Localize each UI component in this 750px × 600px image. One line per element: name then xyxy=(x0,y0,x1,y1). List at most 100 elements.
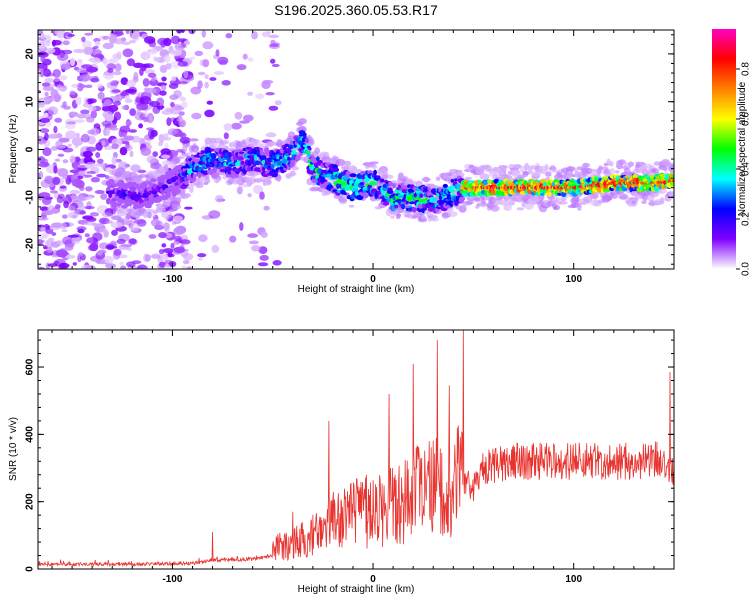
heatmap-cell xyxy=(75,132,80,138)
heatmap-cell xyxy=(38,135,45,144)
heatmap-cell xyxy=(50,190,58,194)
heatmap-cell xyxy=(38,233,49,240)
heatmap-cell xyxy=(84,196,93,200)
heatmap-cell xyxy=(287,131,296,139)
heatmap-cell xyxy=(102,42,114,50)
heatmap-cell xyxy=(363,193,369,199)
heatmap-cell xyxy=(81,36,86,43)
heatmap-cell xyxy=(269,43,279,48)
heatmap-cell xyxy=(193,148,199,154)
heatmap-cell xyxy=(268,105,279,111)
heatmap-cell xyxy=(71,236,81,245)
heatmap-cell xyxy=(370,161,379,165)
heatmap-cell xyxy=(141,91,152,100)
heatmap-cell xyxy=(111,143,119,150)
heatmap-cell xyxy=(57,193,65,199)
heatmap-cell xyxy=(79,185,85,192)
heatmap-cell xyxy=(186,266,193,269)
snr-ticks: -100 0 100 0 200 400 600 xyxy=(25,330,675,585)
heatmap-cell xyxy=(149,254,161,258)
heatmap-cell xyxy=(85,116,95,123)
heatmap-cell xyxy=(178,111,185,116)
heatmap-cell xyxy=(577,203,582,211)
heatmap-cell xyxy=(631,200,637,205)
heatmap-cell xyxy=(565,166,576,172)
heatmap-cell xyxy=(104,99,112,107)
heatmap-cell xyxy=(60,63,71,70)
heatmap-cell xyxy=(51,232,57,236)
y-tick-label: -20 xyxy=(25,237,36,252)
heatmap-cell xyxy=(44,132,49,141)
heatmap-cell xyxy=(182,144,188,153)
heatmap-cell xyxy=(87,129,96,135)
heatmap-cell xyxy=(128,238,137,245)
heatmap-cell xyxy=(106,81,119,89)
heatmap-cell xyxy=(44,91,49,97)
heatmap-cell xyxy=(158,248,165,255)
heatmap-cell xyxy=(181,265,186,269)
heatmap-cell xyxy=(90,110,98,119)
heatmap-cell xyxy=(289,140,294,145)
heatmap-cell xyxy=(41,210,54,216)
heatmap-cell xyxy=(397,213,402,217)
heatmap-cell xyxy=(308,147,312,151)
heatmap-cell xyxy=(148,234,157,239)
heatmap-cell xyxy=(238,151,245,154)
heatmap-cell xyxy=(111,229,118,236)
heatmap-cell xyxy=(129,108,137,116)
heatmap-cell xyxy=(160,253,169,261)
heatmap-cell xyxy=(85,265,96,269)
heatmap-cell xyxy=(149,79,159,86)
heatmap-cell xyxy=(76,195,86,201)
heatmap-cell xyxy=(421,177,432,182)
heatmap-cell xyxy=(243,114,254,122)
heatmap-cell xyxy=(159,90,167,96)
heatmap-cell xyxy=(348,204,355,208)
heatmap-cell xyxy=(47,133,60,139)
heatmap-cell xyxy=(179,136,191,144)
heatmap-cell xyxy=(252,184,264,194)
heatmap-cell xyxy=(387,174,394,179)
heatmap-cell xyxy=(152,151,158,158)
heatmap-cell xyxy=(45,97,55,103)
heatmap-cell xyxy=(92,223,104,228)
heatmap-cell xyxy=(459,196,466,201)
heatmap-cell xyxy=(247,91,254,96)
heatmap-cell xyxy=(124,163,131,168)
heatmap-cell xyxy=(653,168,659,176)
heatmap-cell xyxy=(465,176,472,180)
heatmap-cell xyxy=(170,105,181,115)
x-tick-label: 0 xyxy=(370,274,376,285)
heatmap-cell xyxy=(90,57,101,64)
heatmap-cell xyxy=(38,239,46,244)
heatmap-cell xyxy=(618,193,628,200)
heatmap-cell xyxy=(136,264,148,269)
heatmap-cell xyxy=(79,210,87,215)
heatmap-cell xyxy=(88,105,97,112)
heatmap-cell xyxy=(345,171,351,178)
heatmap-cell xyxy=(257,262,269,267)
heatmap-cell xyxy=(134,111,147,121)
heatmap-cell xyxy=(62,159,69,164)
heatmap-cell xyxy=(236,64,247,71)
y-tick-label: -10 xyxy=(25,190,36,205)
heatmap-cell xyxy=(111,89,121,93)
heatmap-cell xyxy=(63,196,72,205)
heatmap-cell xyxy=(202,59,210,68)
heatmap-cell xyxy=(150,178,157,183)
heatmap-cell xyxy=(38,217,49,221)
heatmap-cell xyxy=(161,154,171,159)
heatmap-cell xyxy=(160,192,165,195)
x-tick-label: -100 xyxy=(162,574,182,585)
heatmap-cell xyxy=(179,239,191,245)
heatmap-cell xyxy=(128,223,140,232)
heatmap-cell xyxy=(145,87,157,94)
heatmap-cell xyxy=(158,197,163,202)
heatmap-cell xyxy=(288,144,294,150)
heatmap-cell xyxy=(124,98,133,104)
heatmap-cell xyxy=(266,179,272,185)
heatmap-cell xyxy=(95,152,101,158)
spectrogram-xlabel: Height of straight line (km) xyxy=(298,284,415,295)
heatmap-cell xyxy=(116,238,126,245)
colorbar-scale xyxy=(712,29,736,269)
